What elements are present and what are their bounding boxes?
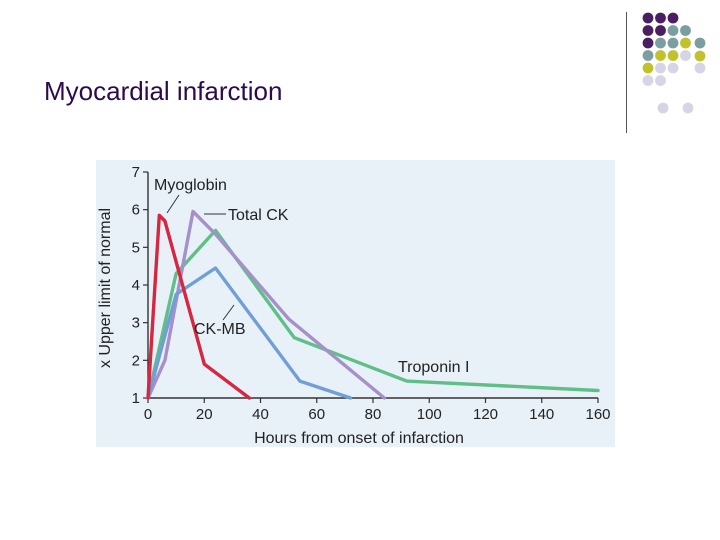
decorative-dot xyxy=(655,75,666,86)
y-tick-label: 1 xyxy=(132,390,140,407)
annotation-total-ck: Total CK xyxy=(228,207,289,224)
y-tick-label: 3 xyxy=(132,315,140,332)
x-tick-label: 160 xyxy=(585,406,610,423)
decorative-dot xyxy=(667,50,679,61)
decorative-dot xyxy=(667,37,679,49)
annotation-leader-myoglobin xyxy=(166,194,180,214)
decorative-dot xyxy=(680,50,691,61)
x-tick-label: 80 xyxy=(365,406,382,423)
decorative-dot xyxy=(680,37,691,49)
series-line-troponin-i xyxy=(146,228,600,400)
x-tick-label: 120 xyxy=(473,406,498,423)
decorative-dot xyxy=(694,37,706,49)
y-axis-label: x Upper limit of normal xyxy=(97,208,114,368)
decorative-dot xyxy=(655,12,666,24)
x-tick-label: 100 xyxy=(417,406,442,423)
x-tick-label: 40 xyxy=(252,406,269,423)
decorative-dot xyxy=(680,25,691,36)
marker-chart: 0 20 40 60 80 100 120 140 160 1 2 3 4 5 6 7 MyoglobinTo… xyxy=(97,164,611,447)
decorative-dot xyxy=(642,50,654,61)
x-tick-label: 20 xyxy=(196,406,213,423)
decorative-dot xyxy=(655,50,666,61)
decorative-dot xyxy=(682,102,694,114)
chart-panel xyxy=(96,160,615,447)
decorative-dot xyxy=(655,62,666,74)
y-tick-label: 7 xyxy=(132,164,140,181)
decorative-dot xyxy=(642,25,654,36)
decorative-dot xyxy=(694,50,706,62)
series-line-myoglobin xyxy=(146,213,252,400)
decorative-dot xyxy=(667,25,679,36)
decorative-dot-grid xyxy=(642,12,706,114)
decorative-dot xyxy=(642,62,654,74)
decorative-dot xyxy=(694,62,706,74)
decorative-dot xyxy=(667,12,679,24)
x-tick-label: 140 xyxy=(529,406,554,423)
series-line-ck-mb xyxy=(146,266,353,400)
slide-title: Myocardial infarction xyxy=(44,76,283,106)
decorative-dot xyxy=(667,62,679,74)
decorative-dot xyxy=(657,102,669,114)
y-tick-label: 6 xyxy=(132,202,140,219)
x-axis-label: Hours from onset of infarction xyxy=(254,430,464,447)
annotation-leader-ck-mb xyxy=(222,304,235,321)
annotation-myoglobin: Myoglobin xyxy=(154,177,227,194)
x-tick-label: 0 xyxy=(144,406,152,423)
decorative-dot xyxy=(642,75,654,86)
y-tick-label: 5 xyxy=(132,239,140,256)
y-tick-label: 2 xyxy=(132,352,140,369)
series-line-total-ck xyxy=(146,209,386,400)
decorative-dot xyxy=(642,37,654,49)
y-tick-label: 4 xyxy=(132,277,140,294)
decorative-dot xyxy=(655,37,666,49)
annotation-troponin-i: Troponin I xyxy=(398,359,469,376)
decorative-dot xyxy=(642,12,654,24)
x-tick-label: 60 xyxy=(308,406,325,423)
annotation-ck-mb: CK-MB xyxy=(194,321,246,338)
decorative-dot xyxy=(655,25,666,36)
title-divider xyxy=(626,12,627,133)
